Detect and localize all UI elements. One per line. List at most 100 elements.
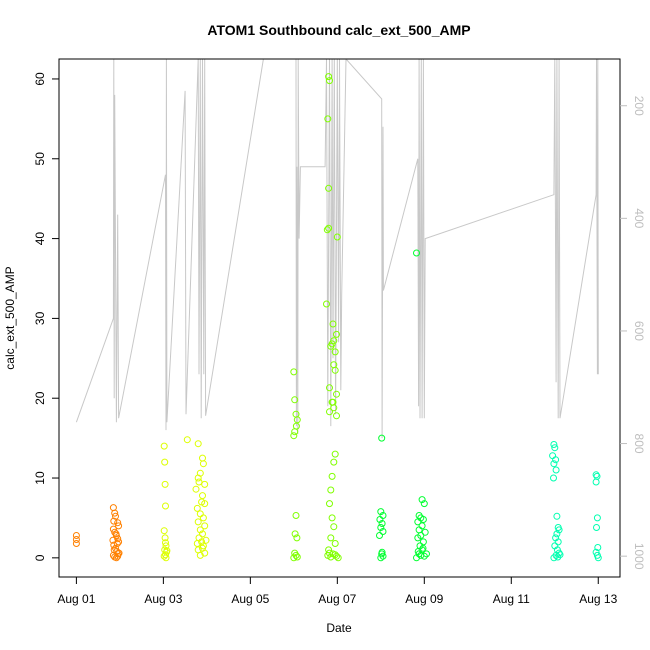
data-point [162,502,169,510]
data-point [331,366,339,374]
y-tick-label: 50 [33,152,47,166]
data-point [552,551,560,559]
data-point [592,478,600,486]
data-point [328,514,336,522]
data-point [333,390,340,398]
data-point [420,500,428,508]
data-point [594,554,602,562]
data-point [420,552,428,560]
series-4 [549,441,602,562]
right-tick-label: 400 [632,208,646,228]
data-point [325,184,333,192]
x-tick-label: Aug 11 [493,592,530,606]
data-point [162,539,169,547]
data-point [376,516,384,523]
data-point [325,73,333,81]
y-tick-label: 20 [33,391,47,405]
grey-trace-line [75,59,599,439]
data-point [326,500,333,508]
data-point [419,516,427,523]
data-point [418,522,426,530]
data-point [115,522,123,530]
data-point [292,512,300,519]
data-point [550,554,558,562]
data-point [196,510,204,518]
data-point [594,544,602,551]
data-point [326,384,333,392]
y-axis-label: calc_ext_500_AMP [3,266,17,369]
data-point [292,551,300,559]
data-point [199,492,206,500]
x-tick-label: Aug 07 [318,592,356,606]
x-tick-label: Aug 09 [405,592,443,606]
y-tick-label: 0 [33,554,47,561]
data-point [552,466,560,474]
data-point [554,553,562,561]
data-point [333,330,340,338]
data-point [196,551,204,559]
data-point [160,552,168,560]
data-point [202,536,210,544]
series-2 [290,73,342,562]
data-point [419,544,427,552]
data-point [290,432,298,440]
data-point [329,320,337,328]
data-point [379,528,387,535]
data-point [328,472,336,480]
data-point [377,524,385,531]
data-point [199,454,206,462]
data-point [333,233,341,241]
data-point [415,526,423,534]
data-point [293,534,301,542]
data-point [553,530,561,538]
data-point [114,519,122,527]
data-point [323,226,331,234]
data-point [554,538,562,546]
data-point [327,534,335,542]
data-point [201,522,209,530]
data-point [549,452,557,460]
right-tick-label: 600 [632,321,646,341]
data-point [193,540,201,547]
data-point [555,526,563,534]
data-point [326,77,333,85]
data-point [110,546,118,554]
data-point [112,512,119,520]
data-point [379,552,387,560]
data-point [293,553,301,561]
data-point [414,518,422,526]
x-tick-label: Aug 05 [231,592,269,606]
data-point [161,534,169,542]
data-point [291,396,299,404]
data-point [331,540,339,547]
data-point [110,517,118,525]
data-point [291,530,299,538]
x-tick-label: Aug 03 [144,592,182,606]
data-point [593,524,600,531]
data-point [550,460,558,468]
data-point [194,518,202,526]
data-point [414,548,422,555]
data-point [323,300,330,308]
data-point [325,224,333,232]
data-point [550,441,558,448]
data-point [111,509,119,517]
data-point [377,508,385,516]
data-point [115,549,123,557]
data-point [326,408,333,416]
x-axis-label: Date [326,621,352,635]
data-point [72,532,80,539]
data-point [330,337,338,345]
data-point [378,520,386,527]
data-point [163,547,171,555]
data-point [552,456,560,464]
data-point [330,404,338,412]
data-point [378,434,386,442]
plot-layer: Aug 01 Aug 03 Aug 05 Aug 07 Aug 09 Aug 11 Aug … [33,58,646,606]
data-point [196,526,204,534]
right-tick-label: 1000 [632,543,646,570]
data-point [290,554,298,562]
data-point [330,523,338,531]
